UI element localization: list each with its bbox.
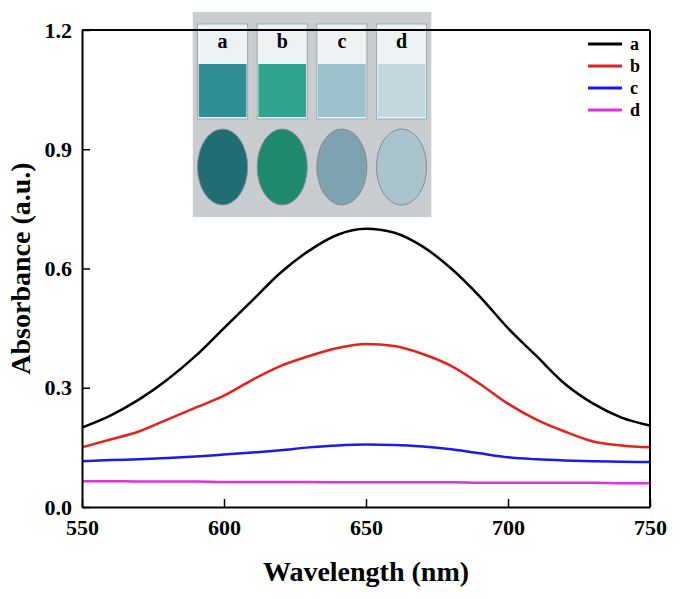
inset-label: c <box>337 30 346 52</box>
lines <box>82 229 650 483</box>
legend-label: c <box>630 78 638 98</box>
tick-mark <box>82 388 90 390</box>
tick-mark <box>366 499 368 507</box>
tick-mark <box>508 499 510 507</box>
plot: abcd5506006507007500.00.30.60.91.2abcd <box>45 12 668 540</box>
tick: 650 <box>350 499 383 540</box>
vial-liquid <box>318 64 366 117</box>
tick-label: 600 <box>208 515 241 540</box>
vial <box>317 24 367 119</box>
inset-background <box>193 12 432 217</box>
tick-label: 750 <box>634 515 667 540</box>
tick: 0.9 <box>45 137 91 162</box>
legend-swatch <box>588 87 622 90</box>
vial-liquid <box>258 64 306 117</box>
tick-mark <box>82 507 90 509</box>
legend-label: a <box>630 34 639 54</box>
spectrum-line <box>82 344 650 447</box>
legend: abcd <box>588 34 640 120</box>
tick-label: 0.9 <box>45 137 73 162</box>
x-axis: 550600650700750 <box>66 499 667 540</box>
legend-swatch <box>588 43 622 46</box>
inset-photo: a b c d <box>193 12 432 217</box>
tick-label: 0.6 <box>45 256 73 281</box>
spectrum-line <box>82 445 650 462</box>
vial-top-view <box>317 129 367 205</box>
tick-label: 1.2 <box>45 18 73 43</box>
frame <box>649 30 651 507</box>
tick-label: 650 <box>350 515 383 540</box>
vial <box>376 24 426 119</box>
vial <box>198 24 248 119</box>
spectrum-line <box>82 229 650 428</box>
tick-mark <box>82 149 90 151</box>
tick: 700 <box>492 499 525 540</box>
vial-top-view <box>198 129 248 205</box>
y-axis: 0.0 0.3 0.6 0.9 1.2 <box>45 18 91 520</box>
legend-label: d <box>630 100 640 120</box>
tick: 0.3 <box>45 375 91 400</box>
vial-liquid <box>199 64 247 117</box>
tick: 600 <box>208 499 241 540</box>
chart: abcd5506006507007500.00.30.60.91.2abcdWa… <box>0 0 682 599</box>
legend-swatch <box>588 109 622 112</box>
tick: 0.6 <box>45 256 91 281</box>
tick: 0.0 <box>45 495 91 520</box>
vial <box>257 24 307 119</box>
vial-top-view <box>376 129 426 205</box>
vial-liquid <box>378 64 426 117</box>
spectrum-line <box>82 481 650 483</box>
vial-top-view <box>257 129 307 205</box>
tick-mark <box>224 499 226 507</box>
inset-label: a <box>218 30 228 52</box>
inset-label: b <box>277 30 288 52</box>
inset-label: d <box>396 30 407 52</box>
x-axis-title: Wavelength (nm) <box>263 556 469 587</box>
tick-mark <box>82 268 90 270</box>
tick-label: 700 <box>492 515 525 540</box>
y-axis-title: Absorbance (a.u.) <box>5 162 36 374</box>
frame <box>82 29 650 31</box>
tick-label: 0.0 <box>45 495 73 520</box>
legend-label: b <box>630 56 640 76</box>
tick-label: 0.3 <box>45 375 73 400</box>
legend-swatch <box>588 65 622 68</box>
